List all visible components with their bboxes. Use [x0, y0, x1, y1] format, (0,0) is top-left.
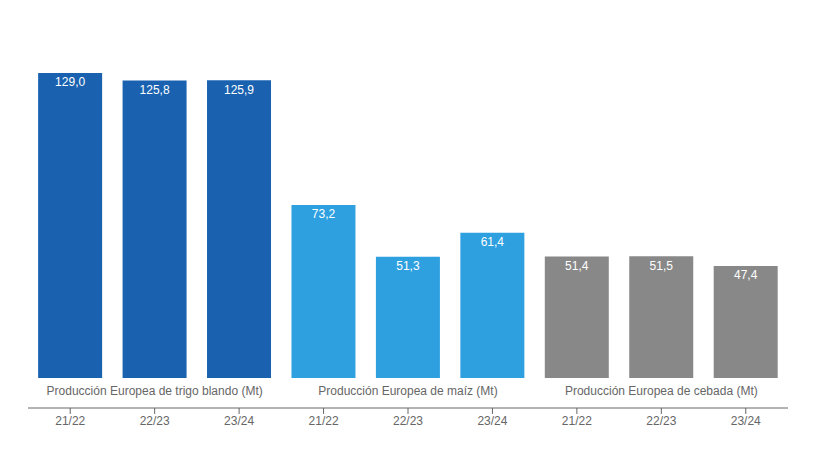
svg-text:51,5: 51,5	[650, 259, 674, 273]
svg-text:47,4: 47,4	[734, 268, 758, 282]
svg-text:129,0: 129,0	[55, 75, 85, 89]
svg-text:21/22: 21/22	[55, 414, 85, 428]
svg-text:125,9: 125,9	[224, 83, 254, 97]
svg-text:23/24: 23/24	[224, 414, 254, 428]
svg-text:Producción Europea de cebada (: Producción Europea de cebada (Mt)	[565, 384, 758, 398]
svg-text:51,4: 51,4	[565, 259, 589, 273]
svg-text:23/24: 23/24	[477, 414, 507, 428]
svg-text:22/23: 22/23	[393, 414, 423, 428]
svg-text:21/22: 21/22	[562, 414, 592, 428]
svg-text:73,2: 73,2	[312, 207, 336, 221]
svg-text:Producción Europea de maíz (Mt: Producción Europea de maíz (Mt)	[318, 384, 497, 398]
svg-text:22/23: 22/23	[140, 414, 170, 428]
svg-text:23/24: 23/24	[731, 414, 761, 428]
svg-text:Producción Europea de trigo bl: Producción Europea de trigo blando (Mt)	[47, 384, 263, 398]
svg-text:51,3: 51,3	[396, 259, 420, 273]
svg-text:61,4: 61,4	[481, 235, 505, 249]
svg-text:125,8: 125,8	[140, 83, 170, 97]
svg-text:21/22: 21/22	[309, 414, 339, 428]
svg-text:22/23: 22/23	[646, 414, 676, 428]
